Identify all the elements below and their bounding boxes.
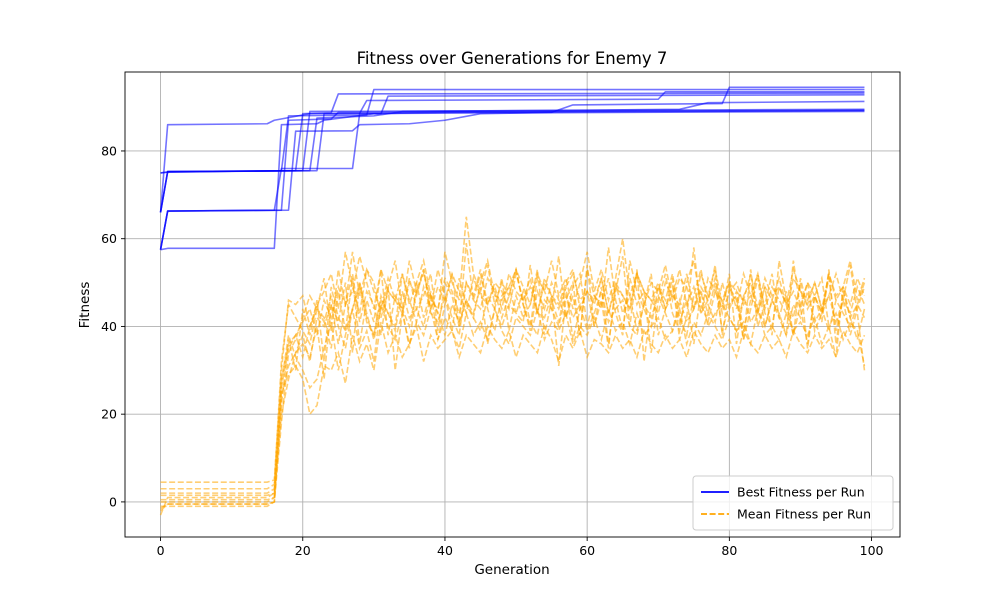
legend-label-2: Mean Fitness per Run [737,507,871,522]
axes-frame [124,71,901,538]
series-group [159,86,866,516]
legend-box [692,475,894,531]
chart-title: Fitness over Generations for Enemy 7 [357,49,668,68]
y-axis-label: Fitness [77,282,93,329]
x-tick-label: 0 [157,543,165,558]
x-tick-label: 80 [721,543,737,558]
x-tick-label: 100 [860,543,884,558]
x-tick-label: 60 [579,543,595,558]
y-tick-label: 80 [101,143,117,158]
x-tick-label: 40 [437,543,453,558]
legend: Best Fitness per Run Mean Fitness per Run [692,475,894,531]
mean-fitness-line-run-7 [160,283,866,490]
y-tick-label: 20 [101,407,117,422]
x-axis-label: Generation [474,562,549,578]
plot-area: 0 20 40 60 80 100 0 20 40 60 80 Best Fitness per Ru… [101,71,901,558]
y-tick-label: 60 [101,231,117,246]
y-tick-label: 40 [101,319,117,334]
y-tick-label: 0 [109,494,117,509]
best-fitness-line-run-9 [159,86,865,250]
x-tick-label: 20 [295,543,311,558]
mean-fitness-line-run-10 [160,269,866,510]
best-fitness-line-run-10 [159,100,865,213]
mean-fitness-line-run-9 [160,304,866,497]
legend-label-1: Best Fitness per Run [737,485,865,500]
mean-fitness-line-run-3 [160,260,866,494]
